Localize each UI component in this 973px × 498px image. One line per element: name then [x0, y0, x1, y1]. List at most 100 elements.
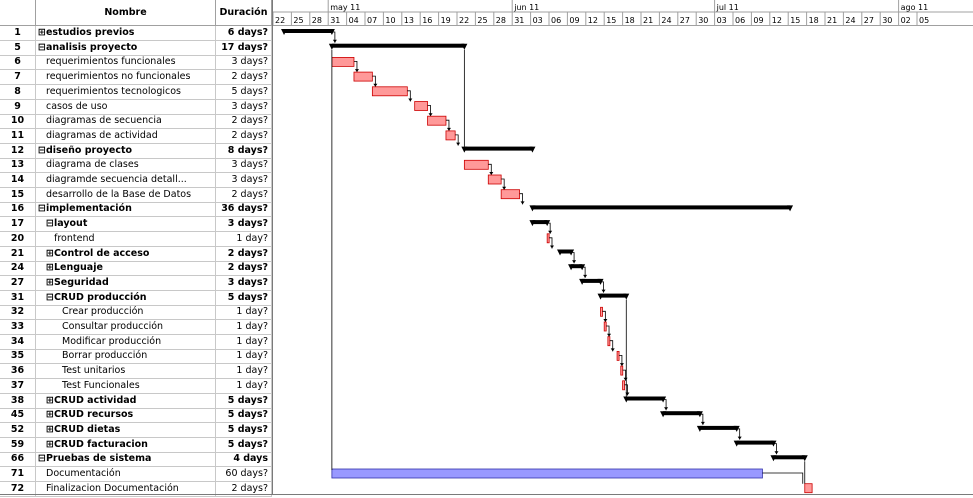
task-duration[interactable]: 5 days? [216, 290, 272, 305]
task-row[interactable]: 6 requerimientos funcionales 3 days? [0, 55, 272, 71]
task-row[interactable]: 17 ⊟layout 3 days? [0, 217, 272, 233]
task-duration[interactable]: 2 days? [216, 246, 272, 261]
task-row[interactable]: 12 ⊟diseño proyecto 8 days? [0, 143, 272, 159]
task-row[interactable]: 24 ⊞Lenguaje 2 days? [0, 261, 272, 277]
task-name[interactable]: casos de uso [36, 99, 216, 114]
task-name[interactable]: requerimientos no funcionales [36, 70, 216, 85]
task-name[interactable]: ⊞Control de acceso [36, 246, 216, 261]
task-name[interactable]: Documentación [36, 467, 216, 481]
task-row[interactable]: 1 ⊞estudios previos 6 days? [0, 26, 272, 41]
task-duration[interactable]: 5 days? [216, 437, 272, 452]
task-name[interactable]: ⊞Lenguaje [36, 261, 216, 276]
column-header-duration[interactable]: Duración [216, 0, 272, 26]
task-row[interactable]: 16 ⊟implementación 36 days? [0, 202, 272, 218]
task-duration[interactable]: 2 days? [216, 114, 272, 129]
column-header-id[interactable] [0, 0, 36, 26]
task-duration[interactable]: 3 days? [216, 158, 272, 173]
task-name[interactable]: frontend [36, 231, 216, 246]
task-row[interactable]: 59 ⊞CRUD facturacion 5 days? [0, 437, 272, 453]
task-name[interactable]: diagramde secuencia detall... [36, 173, 216, 187]
task-duration[interactable]: 3 days? [216, 55, 272, 70]
task-row[interactable]: 8 requerimientos tecnologicos 5 days? [0, 84, 272, 100]
task-duration[interactable]: 2 days? [216, 70, 272, 85]
task-duration[interactable]: 5 days? [216, 422, 272, 437]
task-duration[interactable]: 1 day? [216, 378, 272, 393]
task-duration[interactable]: 5 days? [216, 84, 272, 99]
task-name[interactable]: ⊟diseño proyecto [36, 143, 216, 158]
task-duration[interactable]: 2 days? [216, 481, 272, 496]
task-duration[interactable]: 3 days? [216, 99, 272, 114]
task-row[interactable]: 21 ⊞Control de acceso 2 days? [0, 246, 272, 262]
task-duration[interactable]: 5 days? [216, 408, 272, 423]
task-duration[interactable]: 60 days? [216, 467, 272, 481]
task-duration[interactable]: 5 days? [216, 393, 272, 408]
task-name[interactable]: Modificar producción [36, 334, 216, 349]
table-gantt-divider[interactable] [272, 0, 273, 494]
task-name[interactable]: Finalizacion Documentación [36, 481, 216, 496]
task-name[interactable]: ⊞Seguridad [36, 275, 216, 290]
task-duration[interactable]: 2 days? [216, 187, 272, 202]
task-row[interactable]: 45 ⊞CRUD recursos 5 days? [0, 408, 272, 424]
task-name[interactable]: requerimientos tecnologicos [36, 84, 216, 99]
task-duration[interactable]: 1 day? [216, 305, 272, 320]
task-row[interactable]: 15 desarrollo de la Base de Datos 2 days? [0, 187, 272, 203]
task-name[interactable]: ⊟Pruebas de sistema [36, 452, 216, 467]
task-name[interactable]: Test unitarios [36, 364, 216, 379]
column-header-name[interactable]: Nombre [36, 0, 216, 26]
task-name[interactable]: diagramas de secuencia [36, 114, 216, 129]
task-duration[interactable]: 3 days? [216, 217, 272, 232]
task-row[interactable]: 33 Consultar producción 1 day? [0, 320, 272, 335]
task-row[interactable]: 35 Borrar producción 1 day? [0, 349, 272, 365]
task-duration[interactable]: 1 day? [216, 231, 272, 246]
task-duration[interactable]: 17 days? [216, 40, 272, 55]
task-duration[interactable]: 2 days? [216, 261, 272, 276]
task-duration[interactable]: 4 days [216, 452, 272, 467]
task-row[interactable]: 66 ⊟Pruebas de sistema 4 days [0, 452, 272, 468]
task-name[interactable]: Borrar producción [36, 349, 216, 364]
task-name[interactable]: ⊟layout [36, 217, 216, 232]
task-row[interactable]: 20 frontend 1 day? [0, 231, 272, 247]
task-name[interactable]: ⊞CRUD actividad [36, 393, 216, 408]
task-name[interactable]: Crear producción [36, 305, 216, 320]
task-row[interactable]: 27 ⊞Seguridad 3 days? [0, 275, 272, 291]
task-row[interactable]: 52 ⊞CRUD dietas 5 days? [0, 422, 272, 438]
task-row[interactable]: 10 diagramas de secuencia 2 days? [0, 114, 272, 130]
task-name[interactable]: diagramas de actividad [36, 128, 216, 143]
task-name[interactable]: requerimientos funcionales [36, 55, 216, 70]
task-row[interactable]: 32 Crear producción 1 day? [0, 305, 272, 321]
task-duration[interactable]: 1 day? [216, 334, 272, 349]
task-duration[interactable]: 2 days? [216, 128, 272, 143]
task-row[interactable]: 71 Documentación 60 days? [0, 467, 272, 482]
task-row[interactable]: 34 Modificar producción 1 day? [0, 334, 272, 350]
task-row[interactable]: 37 Test Funcionales 1 day? [0, 378, 272, 394]
task-duration[interactable]: 1 day? [216, 349, 272, 364]
task-row[interactable]: 7 requerimientos no funcionales 2 days? [0, 70, 272, 86]
task-name[interactable]: Consultar producción [36, 320, 216, 334]
task-row[interactable]: 5 ⊟analisis proyecto 17 days? [0, 40, 272, 56]
task-name[interactable]: ⊟CRUD producción [36, 290, 216, 305]
task-name[interactable]: diagrama de clases [36, 158, 216, 173]
task-duration[interactable]: 3 days? [216, 275, 272, 290]
task-row[interactable]: 38 ⊞CRUD actividad 5 days? [0, 393, 272, 409]
task-row[interactable]: 13 diagrama de clases 3 days? [0, 158, 272, 174]
task-duration[interactable]: 1 day? [216, 320, 272, 334]
task-name[interactable]: Test Funcionales [36, 378, 216, 393]
task-name[interactable]: ⊟analisis proyecto [36, 40, 216, 55]
task-name[interactable]: ⊞estudios previos [36, 26, 216, 40]
task-row[interactable]: 9 casos de uso 3 days? [0, 99, 272, 115]
task-name[interactable]: desarrollo de la Base de Datos [36, 187, 216, 202]
task-row[interactable]: 36 Test unitarios 1 day? [0, 364, 272, 380]
task-row[interactable]: 72 Finalizacion Documentación 2 days? [0, 481, 272, 497]
task-name[interactable]: ⊞CRUD dietas [36, 422, 216, 437]
task-row[interactable]: 11 diagramas de actividad 2 days? [0, 128, 272, 144]
task-row[interactable]: 31 ⊟CRUD producción 5 days? [0, 290, 272, 306]
task-duration[interactable]: 1 day? [216, 364, 272, 379]
task-duration[interactable]: 3 days? [216, 173, 272, 187]
task-duration[interactable]: 6 days? [216, 26, 272, 40]
task-duration[interactable]: 36 days? [216, 202, 272, 217]
task-name[interactable]: ⊞CRUD recursos [36, 408, 216, 423]
task-name[interactable]: ⊟implementación [36, 202, 216, 217]
task-duration[interactable]: 8 days? [216, 143, 272, 158]
task-row[interactable]: 14 diagramde secuencia detall... 3 days? [0, 173, 272, 188]
task-name[interactable]: ⊞CRUD facturacion [36, 437, 216, 452]
